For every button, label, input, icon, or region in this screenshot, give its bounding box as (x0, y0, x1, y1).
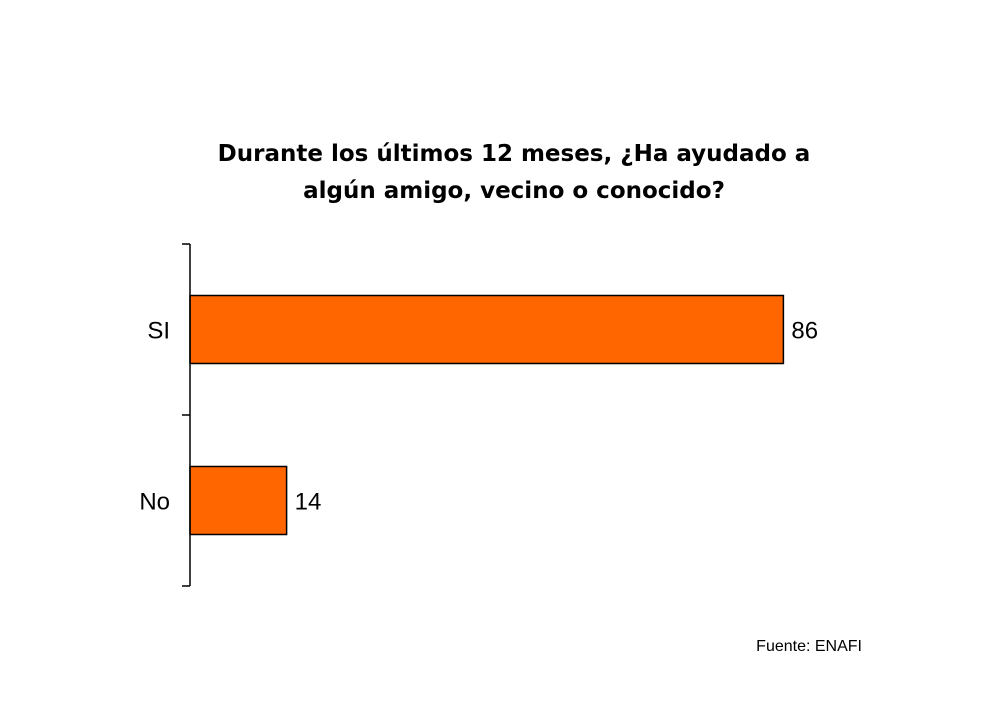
data-label-si: 86 (791, 318, 818, 345)
category-label-no: No (139, 489, 170, 516)
bar-si (189, 294, 785, 365)
chart-title-line-2: algún amigo, vecino o conocido? (303, 178, 725, 204)
chart-title: Durante los últimos 12 meses, ¿Ha ayudad… (150, 136, 878, 210)
bar-no (189, 465, 288, 536)
chart-title-line-1: Durante los últimos 12 meses, ¿Ha ayudad… (217, 141, 811, 167)
category-label-si: SI (147, 318, 170, 345)
source-note: Fuente: ENAFI (756, 638, 862, 655)
data-label-no: 14 (295, 489, 322, 516)
